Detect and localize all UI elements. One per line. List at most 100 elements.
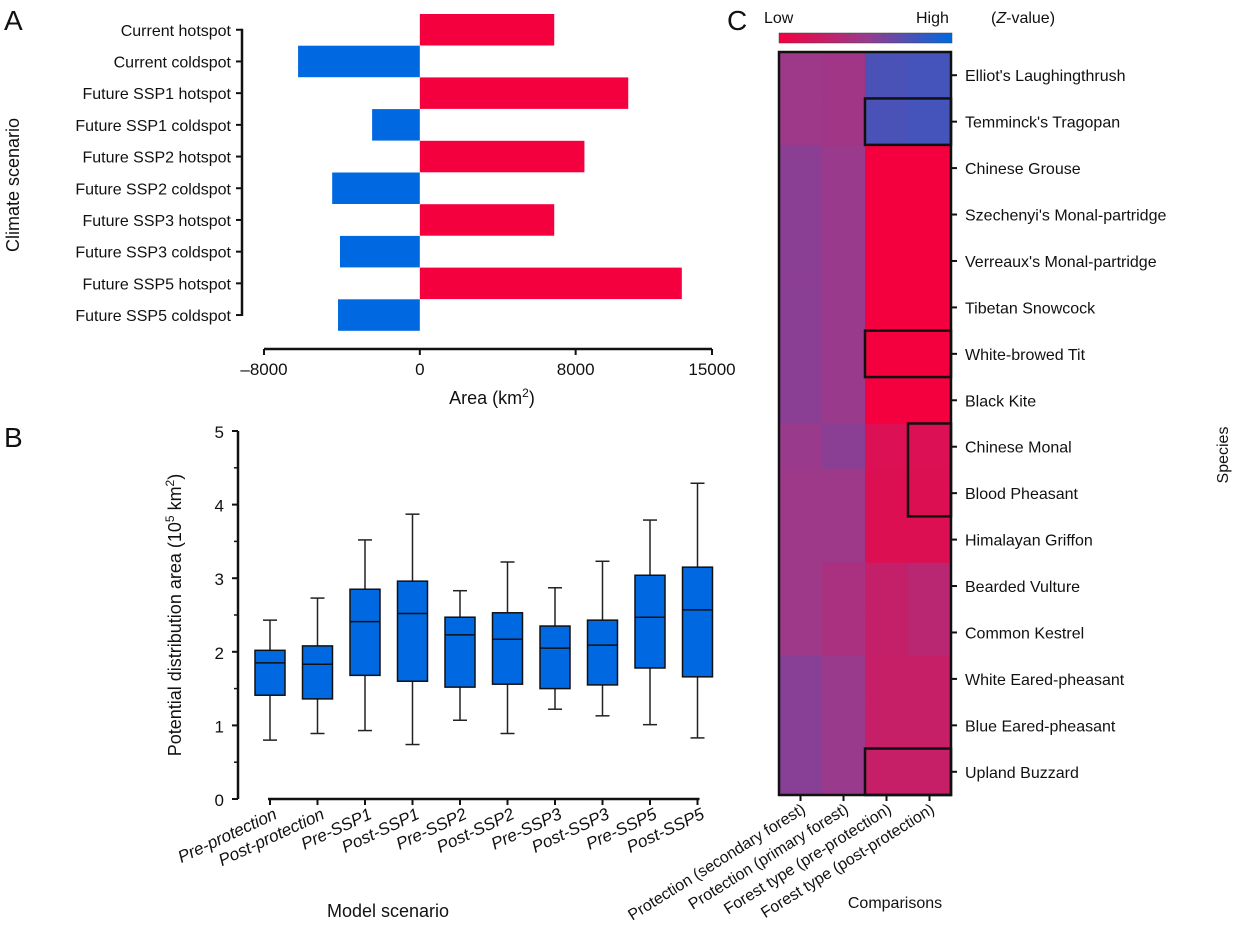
species-label: Verreaux's Monal-partridge bbox=[965, 254, 1157, 271]
y-tick-label: Future SSP5 hotspot bbox=[82, 276, 231, 293]
heatmap-cell bbox=[865, 52, 909, 99]
heatmap-cell bbox=[822, 655, 866, 703]
species-label: Common Kestrel bbox=[965, 625, 1084, 642]
panel-a-bar-chart: Current hotspot Current coldspot Future SS… bbox=[3, 14, 736, 408]
heatmap-cell bbox=[908, 469, 952, 517]
species-label: Upland Buzzard bbox=[965, 765, 1079, 782]
colorbar-unit-label: (Z-value) bbox=[991, 10, 1055, 27]
heatmap-cell bbox=[822, 52, 866, 99]
heatmap-cell bbox=[908, 655, 952, 703]
heatmap-cell bbox=[865, 562, 909, 610]
heatmap-cell bbox=[908, 562, 952, 610]
heatmap-cell bbox=[908, 191, 952, 239]
heatmap-cell bbox=[822, 423, 866, 471]
y-tick-label: Future SSP2 hotspot bbox=[82, 150, 231, 167]
y-tick-label: Future SSP3 coldspot bbox=[75, 245, 231, 262]
heatmap-cell bbox=[822, 516, 866, 564]
panel-label-c: C bbox=[727, 5, 747, 36]
heatmap-cell bbox=[779, 748, 823, 796]
box bbox=[396, 580, 429, 682]
box bbox=[301, 645, 334, 700]
heatmap-cell bbox=[865, 469, 909, 517]
heatmap-cell bbox=[822, 748, 866, 796]
bar-hotspot bbox=[419, 140, 585, 173]
colorbar bbox=[778, 32, 953, 44]
heatmap-cell bbox=[779, 655, 823, 703]
box bbox=[539, 625, 571, 690]
y-tick-label: 4 bbox=[215, 497, 224, 516]
x-tick-label: –8000 bbox=[240, 360, 287, 379]
heatmap-cell bbox=[865, 748, 909, 796]
bar-hotspot bbox=[419, 204, 555, 236]
panel-b-ylabel: Potential distribution area (105 km2) bbox=[163, 474, 185, 757]
heatmap-cell bbox=[865, 609, 909, 657]
heatmap-cell bbox=[908, 423, 952, 471]
box bbox=[634, 574, 666, 669]
heatmap-cell bbox=[865, 655, 909, 703]
species-label: White Eared-pheasant bbox=[965, 672, 1125, 689]
heatmap-cell bbox=[779, 237, 823, 285]
bar-hotspot bbox=[419, 14, 555, 46]
box bbox=[586, 619, 619, 686]
heatmap-cell bbox=[865, 191, 909, 239]
heatmap-cell bbox=[908, 609, 952, 657]
colorbar-high-label: High bbox=[916, 10, 949, 27]
heatmap-cell bbox=[865, 237, 909, 285]
heatmap-cell bbox=[908, 98, 952, 146]
heatmap-cell bbox=[865, 702, 909, 750]
heatmap-cell bbox=[865, 98, 909, 146]
y-tick-label: 0 bbox=[215, 791, 224, 810]
heatmap-cell bbox=[779, 377, 823, 424]
y-tick-label: 3 bbox=[215, 570, 224, 589]
heatmap-cell bbox=[779, 330, 823, 378]
heatmap-cell bbox=[908, 702, 952, 750]
heatmap-cell bbox=[865, 516, 909, 564]
heatmap-cell bbox=[908, 330, 952, 378]
heatmap-cell bbox=[779, 423, 823, 471]
y-tick-label: Future SSP1 coldspot bbox=[75, 118, 231, 135]
bar-coldspot bbox=[332, 172, 420, 204]
panel-label-b: B bbox=[4, 422, 23, 453]
species-label: Szechenyi's Monal-partridge bbox=[965, 208, 1166, 225]
heatmap-cell bbox=[865, 144, 909, 192]
bar-hotspot bbox=[419, 77, 629, 109]
heatmap-cell bbox=[822, 144, 866, 192]
species-label: Chinese Grouse bbox=[965, 161, 1081, 178]
heatmap-cell bbox=[865, 423, 909, 471]
heatmap-cell bbox=[908, 377, 952, 424]
box bbox=[444, 616, 476, 688]
panel-c-xlabel: Comparisons bbox=[848, 895, 942, 912]
heatmap-cell bbox=[822, 562, 866, 610]
heatmap-frame bbox=[777, 50, 953, 797]
y-tick-label: Current hotspot bbox=[121, 23, 232, 40]
heatmap-cell bbox=[822, 609, 866, 657]
panel-label-a: A bbox=[4, 5, 23, 36]
colorbar-low-label: Low bbox=[764, 10, 794, 27]
heatmap-cell bbox=[865, 377, 909, 424]
heatmap-cell bbox=[822, 98, 866, 146]
x-tick-label: 15000 bbox=[688, 360, 735, 379]
heatmap-cell bbox=[822, 377, 866, 424]
heatmap-cell bbox=[908, 52, 952, 99]
heatmap-cell bbox=[779, 284, 823, 332]
heatmap-cell bbox=[908, 284, 952, 332]
heatmap-cell bbox=[822, 702, 866, 750]
species-label: White-browed Tit bbox=[965, 347, 1086, 364]
heatmap-cell bbox=[822, 191, 866, 239]
species-label: Himalayan Griffon bbox=[965, 533, 1093, 550]
heatmap-cell bbox=[908, 748, 952, 796]
bar-hotspot bbox=[419, 267, 682, 300]
heatmap-cell bbox=[822, 237, 866, 285]
x-tick-label: 8000 bbox=[557, 360, 595, 379]
heatmap-cell bbox=[908, 144, 952, 192]
y-tick-label: Future SSP5 coldspot bbox=[75, 308, 231, 325]
bar-coldspot bbox=[298, 45, 420, 78]
heatmap-cell bbox=[908, 516, 952, 564]
heatmap-cell bbox=[779, 609, 823, 657]
species-label: Blood Pheasant bbox=[965, 486, 1079, 503]
y-tick-label: Current coldspot bbox=[114, 54, 232, 71]
heatmap-cell bbox=[779, 144, 823, 192]
box bbox=[254, 649, 286, 696]
